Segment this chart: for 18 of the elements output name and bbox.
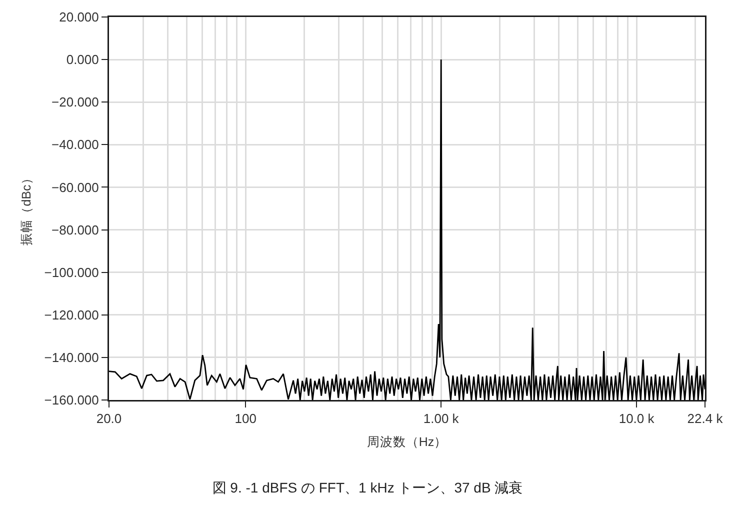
x-axis-title: 周波数（Hz） xyxy=(366,435,448,450)
y-tick-label: −160.000 xyxy=(44,392,99,408)
text: 図 9. -1 dBFS の FFT、1 kHz トーン、37 dB 減衰 xyxy=(212,480,523,496)
x-tick-label: 22.4 k xyxy=(687,411,724,426)
y-tick-label: −100.000 xyxy=(44,264,99,280)
y-tick-label: 0.000 xyxy=(66,52,99,68)
y-axis-title: 振幅（dBc） xyxy=(20,172,34,246)
y-tick-label: −20.000 xyxy=(52,94,99,110)
y-tick-label: −40.000 xyxy=(52,137,99,152)
x-tick-label: 100 xyxy=(234,411,256,426)
y-tick-label: −80.000 xyxy=(52,222,99,238)
x-tick-label: 10.0 k xyxy=(618,411,655,426)
y-tick-label: −140.000 xyxy=(44,350,99,365)
x-tick-label: 20.0 xyxy=(96,411,122,426)
x-tick-label: 1.00 k xyxy=(423,411,460,426)
y-tick-label: −120.000 xyxy=(44,307,99,322)
y-tick-label: 20.000 xyxy=(59,10,99,25)
y-tick-label: −60.000 xyxy=(52,180,99,195)
